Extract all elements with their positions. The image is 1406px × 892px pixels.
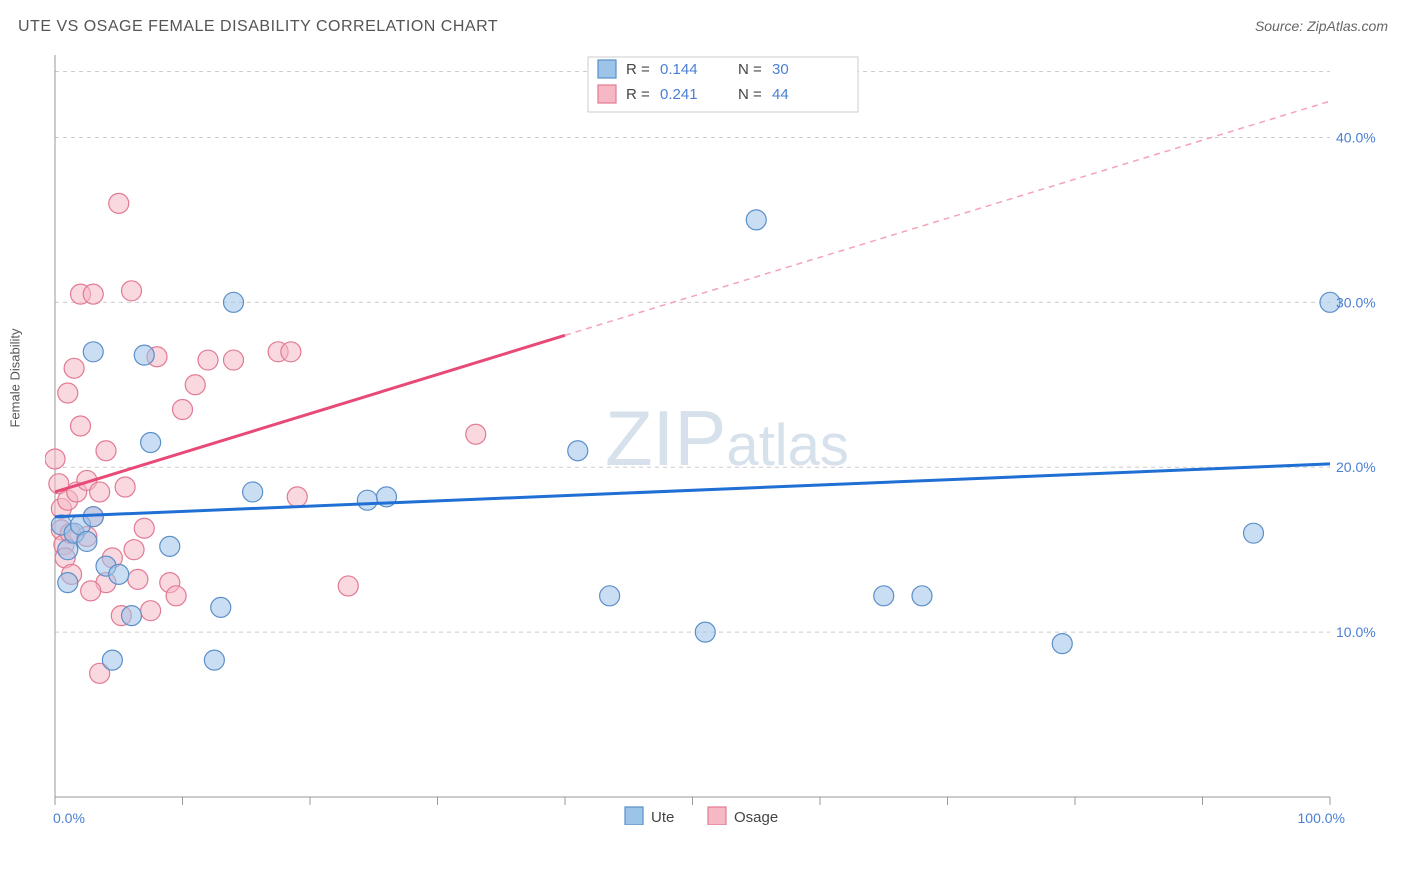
ute-point bbox=[912, 586, 932, 606]
ute-point bbox=[122, 606, 142, 626]
ute-point bbox=[204, 650, 224, 670]
y-tick-label: 30.0% bbox=[1336, 294, 1376, 310]
x-tick-label: 0.0% bbox=[53, 810, 85, 825]
ute-point bbox=[83, 342, 103, 362]
scatter-chart: ZIPatlas R = 0.144 N = 30 R = 0.241 N = 44 10.0… bbox=[45, 45, 1390, 825]
x-ticks: 0.0% 100.0% bbox=[53, 797, 1345, 825]
osage-legend-label: Osage bbox=[734, 809, 778, 825]
ute-point bbox=[746, 210, 766, 230]
osage-point bbox=[83, 284, 103, 304]
osage-point bbox=[185, 375, 205, 395]
osage-point bbox=[90, 482, 110, 502]
n-label: N = bbox=[738, 61, 762, 78]
r-value: 0.144 bbox=[660, 61, 698, 78]
osage-swatch bbox=[598, 85, 616, 103]
y-tick-label: 20.0% bbox=[1336, 459, 1376, 475]
r-label: R = bbox=[626, 61, 650, 78]
ute-point bbox=[224, 292, 244, 312]
n-value: 44 bbox=[772, 86, 789, 103]
osage-point bbox=[128, 569, 148, 589]
x-tick-label: 100.0% bbox=[1298, 810, 1345, 825]
ute-point bbox=[695, 622, 715, 642]
ute-point bbox=[1244, 523, 1264, 543]
osage-point bbox=[109, 193, 129, 213]
osage-point bbox=[96, 441, 116, 461]
ute-point bbox=[160, 536, 180, 556]
n-value: 30 bbox=[772, 61, 789, 78]
y-axis-label: Female Disability bbox=[8, 329, 23, 428]
ute-point bbox=[134, 345, 154, 365]
osage-point bbox=[338, 576, 358, 596]
ute-point bbox=[77, 531, 97, 551]
r-value: 0.241 bbox=[660, 86, 698, 103]
ute-point bbox=[357, 490, 377, 510]
osage-point bbox=[287, 487, 307, 507]
osage-trendline bbox=[55, 335, 565, 492]
ute-point bbox=[243, 482, 263, 502]
osage-point bbox=[173, 400, 193, 420]
r-label: R = bbox=[626, 86, 650, 103]
ute-point bbox=[874, 586, 894, 606]
osage-point bbox=[166, 586, 186, 606]
n-label: N = bbox=[738, 86, 762, 103]
chart-title: UTE VS OSAGE FEMALE DISABILITY CORRELATI… bbox=[18, 18, 498, 36]
y-tick-label: 10.0% bbox=[1336, 624, 1376, 640]
ute-legend-label: Ute bbox=[651, 809, 674, 825]
osage-legend-swatch bbox=[708, 807, 726, 825]
osage-point bbox=[122, 281, 142, 301]
gridlines bbox=[55, 71, 1330, 632]
source-attribution: Source: ZipAtlas.com bbox=[1255, 18, 1388, 34]
ute-point bbox=[109, 564, 129, 584]
osage-point bbox=[141, 601, 161, 621]
osage-point bbox=[281, 342, 301, 362]
ute-point bbox=[58, 573, 78, 593]
osage-point bbox=[124, 540, 144, 560]
osage-point bbox=[134, 518, 154, 538]
osage-point bbox=[64, 358, 84, 378]
osage-trendline-extrapolated bbox=[565, 101, 1330, 335]
chart-header: UTE VS OSAGE FEMALE DISABILITY CORRELATI… bbox=[18, 18, 1388, 36]
ute-legend-swatch bbox=[625, 807, 643, 825]
osage-point bbox=[224, 350, 244, 370]
osage-point bbox=[58, 383, 78, 403]
osage-point bbox=[198, 350, 218, 370]
osage-point bbox=[466, 424, 486, 444]
correlation-legend: R = 0.144 N = 30 R = 0.241 N = 44 bbox=[588, 57, 858, 112]
ute-point bbox=[600, 586, 620, 606]
y-tick-labels: 10.0% 20.0% 30.0% 40.0% bbox=[1336, 129, 1376, 640]
osage-point bbox=[81, 581, 101, 601]
watermark: ZIPatlas bbox=[605, 394, 849, 482]
ute-point bbox=[1052, 634, 1072, 654]
ute-point bbox=[568, 441, 588, 461]
series-legend: Ute Osage bbox=[625, 807, 778, 825]
osage-point bbox=[115, 477, 135, 497]
osage-point bbox=[45, 449, 65, 469]
ute-swatch bbox=[598, 60, 616, 78]
osage-points bbox=[45, 193, 486, 683]
ute-point bbox=[141, 432, 161, 452]
y-tick-label: 40.0% bbox=[1336, 129, 1376, 145]
ute-point bbox=[211, 597, 231, 617]
osage-point bbox=[71, 416, 91, 436]
ute-point bbox=[102, 650, 122, 670]
